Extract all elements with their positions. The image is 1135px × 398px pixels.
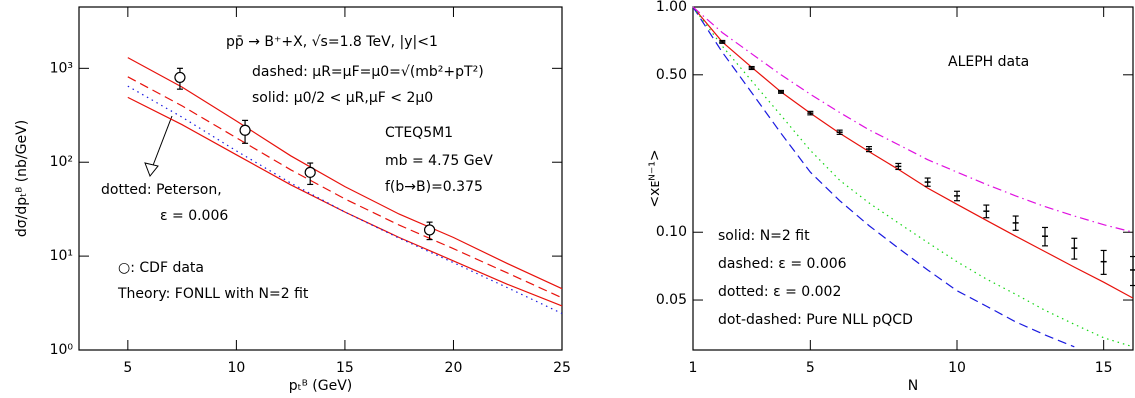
annotation: mb = 4.75 GeV bbox=[385, 153, 493, 169]
plot-frame bbox=[78, 6, 563, 351]
data-point bbox=[423, 224, 436, 236]
y-tick-label: 10² bbox=[50, 154, 73, 170]
annotation: dotted: Peterson, bbox=[101, 182, 222, 198]
arrow bbox=[144, 115, 173, 177]
x-tick-label: 10 bbox=[227, 360, 245, 376]
y-tick-label: 0.10 bbox=[656, 224, 687, 240]
legend-label: ALEPH data bbox=[948, 54, 1029, 70]
series-line bbox=[127, 76, 563, 299]
x-axis-label: pₜᴮ (GeV) bbox=[289, 378, 352, 394]
annotation: ε = 0.006 bbox=[160, 208, 228, 224]
data-point bbox=[239, 124, 251, 136]
series-line bbox=[692, 6, 1075, 348]
series-line bbox=[127, 57, 563, 290]
annotation: solid: μ0/2 < μR,μF < 2μ0 bbox=[252, 90, 433, 106]
annotation: f(b→B)=0.375 bbox=[385, 179, 483, 195]
x-tick-label: 15 bbox=[1095, 360, 1113, 376]
series-line bbox=[692, 6, 1134, 233]
legend-label: dashed: ε = 0.006 bbox=[718, 256, 847, 272]
x-tick-label: 5 bbox=[123, 360, 132, 376]
annotation: ○: CDF data bbox=[118, 260, 204, 276]
series-line bbox=[692, 6, 1134, 299]
x-tick-label: 25 bbox=[553, 360, 571, 376]
error-bar bbox=[1130, 255, 1135, 287]
y-tick-label: 10³ bbox=[50, 60, 73, 76]
x-tick-label: 5 bbox=[806, 360, 815, 376]
data-point bbox=[304, 166, 316, 178]
y-tick-label: 0.05 bbox=[656, 292, 687, 308]
y-tick-label: 1.00 bbox=[656, 0, 687, 15]
series-line bbox=[127, 85, 563, 315]
annotation: dashed: μR=μF=μ0=√(mb²+pT²) bbox=[252, 64, 484, 80]
annotation: CTEQ5M1 bbox=[385, 125, 453, 141]
y-axis-label: dσ/dpₜᴮ (nb/GeV) bbox=[14, 120, 30, 237]
legend-label: dot-dashed: Pure NLL pQCD bbox=[718, 312, 913, 328]
y-tick-label: 0.50 bbox=[656, 67, 687, 83]
x-tick-label: 1 bbox=[689, 360, 698, 376]
y-axis-label: <xᴇᴺ⁻¹> bbox=[647, 149, 663, 207]
legend-label: solid: N=2 fit bbox=[718, 228, 810, 244]
annotation: Theory: FONLL with N=2 fit bbox=[117, 286, 309, 302]
series-line bbox=[127, 96, 563, 307]
x-tick-label: 20 bbox=[445, 360, 463, 376]
legend-label: dotted: ε = 0.002 bbox=[718, 284, 841, 300]
annotation: pp̄ → B⁺+X, √s=1.8 TeV, |y|<1 bbox=[226, 34, 438, 50]
y-tick-label: 10¹ bbox=[50, 248, 73, 264]
plot-frame bbox=[692, 6, 1134, 351]
data-point bbox=[174, 71, 186, 84]
x-tick-label: 10 bbox=[948, 360, 966, 376]
x-axis-label: N bbox=[908, 378, 918, 394]
y-tick-label: 10⁰ bbox=[50, 342, 74, 358]
x-tick-label: 15 bbox=[336, 360, 354, 376]
